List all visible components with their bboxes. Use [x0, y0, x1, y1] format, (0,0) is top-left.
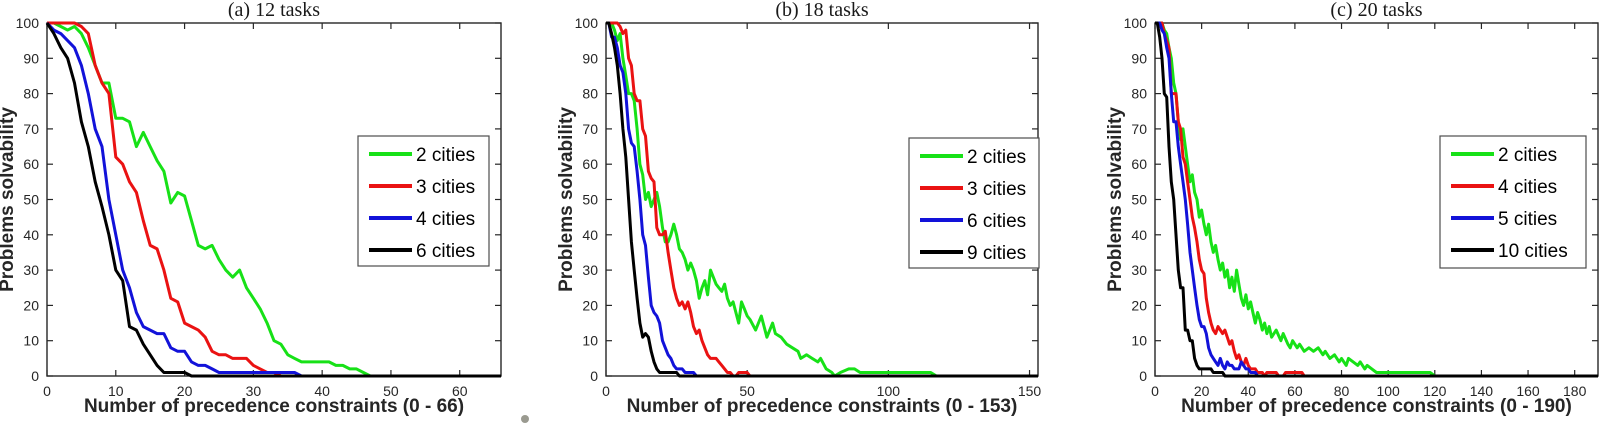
series-line-2-cities — [606, 21, 1038, 378]
x-tick-label: 80 — [1334, 383, 1350, 399]
legend-label-2-cities: 2 cities — [416, 145, 475, 166]
y-tick-label: 0 — [590, 368, 598, 384]
y-tick-label: 50 — [1131, 192, 1147, 208]
y-tick-label: 10 — [23, 333, 39, 349]
y-tick-label: 100 — [575, 15, 599, 31]
x-axis-label: Number of precedence constraints (0 - 19… — [1181, 396, 1572, 417]
y-tick-label: 70 — [582, 121, 598, 137]
series-line-9-cities — [606, 21, 1038, 378]
series-line-4-cities — [45, 21, 501, 378]
legend-box — [908, 137, 1040, 269]
y-tick-label: 30 — [23, 262, 39, 278]
x-tick-label: 0 — [43, 383, 51, 399]
y-tick-label: 70 — [23, 121, 39, 137]
chart-b-18-tasks: 0 50 100 150 0 10 20 30 40 50 60 70 80 90 100 (b) 18 ta… — [556, 0, 1042, 417]
legend-label-6-cities: 6 cities — [967, 211, 1026, 232]
x-tick-label: 10 — [108, 383, 124, 399]
y-tick-label: 100 — [1124, 15, 1148, 31]
y-tick-label: 30 — [1131, 262, 1147, 278]
y-tick-label: 60 — [23, 156, 39, 172]
x-tick-label: 100 — [1376, 383, 1400, 399]
legend-label-5-cities: 5 cities — [1498, 209, 1557, 230]
legend-label-6-cities: 6 cities — [416, 241, 475, 262]
series-line-5-cities — [1155, 21, 1598, 378]
legend-label-9-cities: 9 cities — [967, 243, 1026, 264]
legend-label-2-cities: 2 cities — [1498, 145, 1557, 166]
y-tick-label: 60 — [582, 156, 598, 172]
x-tick-label: 0 — [602, 383, 610, 399]
chart-title: (a) 12 tasks — [228, 0, 320, 21]
legend-label-3-cities: 3 cities — [967, 179, 1026, 200]
y-tick-label: 60 — [1131, 156, 1147, 172]
y-tick-label: 40 — [23, 227, 39, 243]
y-tick-label: 90 — [582, 50, 598, 66]
legend: 2 cities 4 cities 5 cities 10 cities — [1439, 135, 1587, 269]
y-tick-label: 40 — [1131, 227, 1147, 243]
x-tick-label: 50 — [739, 383, 755, 399]
legend-label-4-cities: 4 cities — [1498, 177, 1557, 198]
legend-label-2-cities: 2 cities — [967, 147, 1026, 168]
x-tick-label: 160 — [1516, 383, 1540, 399]
x-tick-label: 180 — [1563, 383, 1587, 399]
x-tick-label: 0 — [1151, 383, 1159, 399]
y-tick-label: 80 — [582, 86, 598, 102]
x-tick-label: 100 — [877, 383, 901, 399]
y-tick-label: 20 — [1131, 297, 1147, 313]
series-line-10-cities — [1155, 21, 1598, 378]
x-tick-label: 30 — [246, 383, 262, 399]
y-tick-label: 10 — [582, 333, 598, 349]
legend: 2 cities 3 cities 6 cities 9 cities — [908, 137, 1040, 269]
x-tick-label: 40 — [314, 383, 330, 399]
x-axis-label: Number of precedence constraints (0 - 15… — [627, 396, 1018, 417]
y-tick-label: 20 — [23, 297, 39, 313]
y-tick-label: 30 — [582, 262, 598, 278]
series-line-3-cities — [47, 21, 501, 378]
legend-label-3-cities: 3 cities — [416, 177, 475, 198]
series-line-6-cities — [606, 21, 1038, 378]
chart-title: (b) 18 tasks — [775, 0, 869, 21]
chart-title: (c) 20 tasks — [1330, 0, 1422, 21]
series-line-3-cities — [606, 21, 1038, 378]
y-tick-label: 100 — [16, 15, 40, 31]
x-tick-label: 120 — [1423, 383, 1447, 399]
x-tick-label: 140 — [1470, 383, 1494, 399]
y-tick-label: 0 — [31, 368, 39, 384]
legend-box — [1439, 135, 1587, 269]
y-tick-label: 50 — [582, 192, 598, 208]
x-axis-label: Number of precedence constraints (0 - 66… — [84, 396, 464, 417]
x-tick-label: 60 — [452, 383, 468, 399]
x-tick-label: 50 — [383, 383, 399, 399]
stray-dot — [521, 415, 529, 423]
y-tick-label: 50 — [23, 192, 39, 208]
legend-box — [357, 135, 490, 267]
y-tick-label: 10 — [1131, 333, 1147, 349]
y-axis-label: Problems solvability — [1105, 107, 1126, 292]
series-line-2-cities — [1155, 21, 1598, 378]
x-tick-label: 60 — [1287, 383, 1303, 399]
y-tick-label: 80 — [23, 86, 39, 102]
y-tick-label: 40 — [582, 227, 598, 243]
y-tick-label: 90 — [23, 50, 39, 66]
legend: 2 cities 3 cities 4 cities 6 cities — [357, 135, 490, 267]
y-axis-label: Problems solvability — [556, 107, 577, 292]
x-tick-label: 40 — [1240, 383, 1256, 399]
legend-label-10-cities: 10 cities — [1498, 241, 1568, 262]
y-tick-label: 20 — [582, 297, 598, 313]
x-tick-label: 20 — [177, 383, 193, 399]
x-tick-label: 20 — [1194, 383, 1210, 399]
y-tick-label: 80 — [1131, 86, 1147, 102]
chart-a-12-tasks: 0 10 20 30 40 50 60 0 10 20 30 40 50 60 70 80 90 100 (a) 1… — [0, 0, 502, 417]
legend-label-4-cities: 4 cities — [416, 209, 475, 230]
y-axis-label: Problems solvability — [0, 107, 18, 292]
series-line-6-cities — [45, 22, 501, 378]
y-tick-label: 70 — [1131, 121, 1147, 137]
x-tick-label: 150 — [1018, 383, 1042, 399]
y-tick-label: 90 — [1131, 50, 1147, 66]
chart-c-20-tasks: 0 20 40 60 80 100 120 140 160 180 0 10 20 30 40 50 60 70 8… — [1105, 0, 1599, 417]
y-tick-label: 0 — [1139, 368, 1147, 384]
